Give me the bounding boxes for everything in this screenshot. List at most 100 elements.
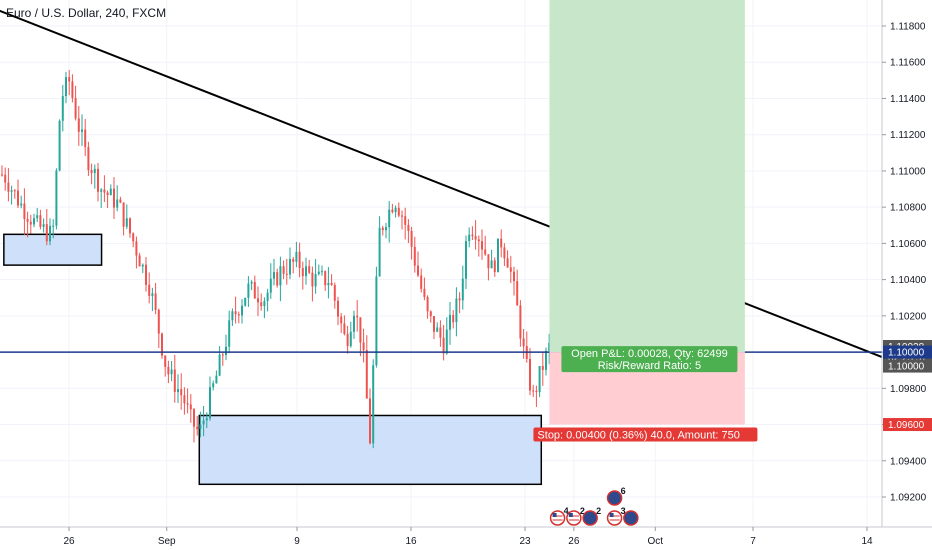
candle-up [273,272,275,279]
candle-down [474,236,477,240]
candle-down [84,129,87,148]
candle-down [340,316,343,324]
candle-up [279,266,282,286]
price-tag-label: 1.10000 [888,362,925,373]
candle-down [487,254,490,269]
candle-up [215,375,218,384]
candle-down [1,174,3,176]
trendline[interactable] [0,6,884,359]
candle-up [55,170,58,226]
candle-down [221,354,224,356]
event-count: 2 [580,506,585,516]
economic-event[interactable]: 2 [582,506,601,526]
economic-event[interactable]: 3 [606,506,626,526]
candle-down [234,311,237,315]
y-tick-label: 1.11200 [890,130,926,141]
globe-icon [623,510,639,526]
candle-down [285,273,288,275]
candle-down [522,338,525,347]
candle-down [4,174,7,183]
candle-up [317,271,320,275]
candle-down [113,188,115,208]
x-tick-label: 23 [519,536,531,547]
candle-down [157,309,160,334]
candle-down [167,366,170,375]
candle-up [349,331,352,347]
x-tick-label: Sep [158,536,176,547]
candle-down [90,170,93,174]
candle-down [161,333,163,356]
candle-down [74,98,77,119]
candle-down [173,369,176,392]
candle-up [202,420,205,425]
candle-down [77,118,80,132]
candle-down [439,327,442,338]
y-tick-label: 1.10600 [890,239,927,250]
x-tick-label: 9 [294,536,300,547]
candle-up [65,77,67,97]
candle-up [52,225,55,227]
candle-up [449,315,451,330]
candle-down [260,302,263,307]
price-tag [883,345,932,359]
x-tick-label: Oct [648,536,664,547]
price-tag [883,418,932,432]
y-tick-label: 1.09800 [890,384,927,395]
economic-event[interactable] [623,510,639,526]
candle-down [509,267,512,272]
candle-down [397,207,400,216]
price-tag-label: 1.10000 [888,348,925,359]
x-tick-label: 16 [405,536,417,547]
candle-up [269,278,272,293]
economic-event[interactable]: 6 [606,486,626,506]
candle-up [209,387,211,419]
candle-up [538,366,541,392]
x-axis[interactable]: 26 Sep 9 16 23 26 Oct 7 14 [0,526,932,547]
candle-up [289,259,291,275]
x-tick-label: 26 [63,536,75,547]
y-tick-label: 1.09200 [890,493,927,504]
y-tick-label: 1.11800 [890,22,926,33]
candle-down [356,315,359,318]
profit-zone[interactable] [549,0,745,353]
economic-event[interactable]: 4 [549,506,569,526]
candle-down [324,271,327,286]
candle-down [68,77,71,82]
candle-up [372,365,375,444]
candle-up [545,350,547,370]
candle-up [244,297,247,306]
candle-down [442,337,445,354]
demand-zone[interactable] [3,233,103,266]
candle-down [119,199,122,203]
candle-down [186,403,189,405]
y-tick-label: 1.10200 [890,311,927,322]
candle-down [106,192,109,196]
candle-down [369,398,371,444]
x-tick-label: 26 [568,536,580,547]
candle-down [513,271,515,282]
event-count: 2 [596,506,601,516]
candle-up [141,264,144,267]
candle-up [388,209,391,228]
candle-down [429,311,432,317]
candle-down [359,317,362,343]
candle-up [61,96,64,121]
interval: 240 [105,6,125,20]
economic-event[interactable]: 2 [566,506,585,526]
y-axis[interactable]: 1.09200 1.09400 1.09600 1.09800 1.10000 1.102… [881,0,932,550]
rr-label: Risk/Reward Ratio: 5 [598,360,701,372]
flag-canton [609,513,614,517]
candle-down [39,215,42,227]
pnl-box [561,346,738,373]
candle-up [177,389,179,392]
candle-down [407,224,410,231]
candle-up [266,292,269,302]
candle-down [493,260,496,273]
candle-up [241,305,243,316]
globe-icon [606,490,623,506]
y-tick-label: 1.11600 [890,58,926,69]
candle-up [548,342,551,351]
flag-canton [552,513,557,517]
stop-box [533,427,758,442]
data-source: FXCM [132,6,166,20]
